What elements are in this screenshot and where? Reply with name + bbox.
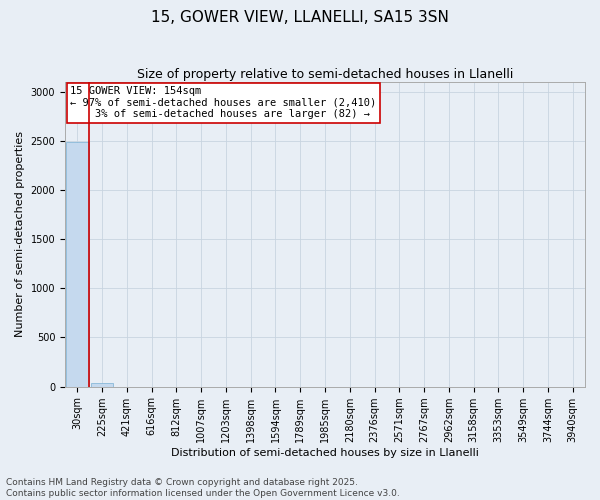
Y-axis label: Number of semi-detached properties: Number of semi-detached properties	[15, 131, 25, 337]
Text: 15, GOWER VIEW, LLANELLI, SA15 3SN: 15, GOWER VIEW, LLANELLI, SA15 3SN	[151, 10, 449, 25]
Text: 15 GOWER VIEW: 154sqm
← 97% of semi-detached houses are smaller (2,410)
    3% o: 15 GOWER VIEW: 154sqm ← 97% of semi-deta…	[70, 86, 376, 120]
Title: Size of property relative to semi-detached houses in Llanelli: Size of property relative to semi-detach…	[137, 68, 513, 80]
Bar	[91, 383, 113, 386]
X-axis label: Distribution of semi-detached houses by size in Llanelli: Distribution of semi-detached houses by …	[171, 448, 479, 458]
Text: Contains HM Land Registry data © Crown copyright and database right 2025.
Contai: Contains HM Land Registry data © Crown c…	[6, 478, 400, 498]
Bar	[66, 142, 89, 386]
